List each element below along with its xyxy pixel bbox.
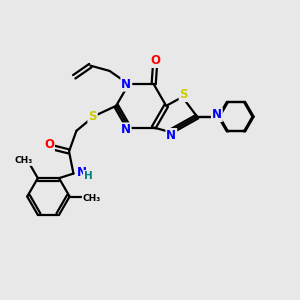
Text: N: N xyxy=(77,166,87,178)
Text: CH₃: CH₃ xyxy=(15,156,33,165)
Text: N: N xyxy=(166,129,176,142)
Text: N: N xyxy=(121,123,131,136)
Text: N: N xyxy=(212,108,222,121)
Text: N: N xyxy=(121,78,131,91)
Text: S: S xyxy=(180,88,188,101)
Text: H: H xyxy=(84,171,92,181)
Text: CH₃: CH₃ xyxy=(82,194,101,203)
Text: S: S xyxy=(88,110,97,123)
Text: O: O xyxy=(44,138,54,151)
Text: O: O xyxy=(150,54,160,67)
